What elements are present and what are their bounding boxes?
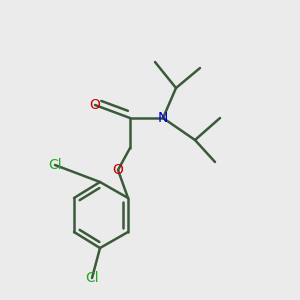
Text: N: N: [158, 111, 168, 125]
Text: Cl: Cl: [85, 271, 99, 285]
Text: O: O: [112, 163, 123, 177]
Text: Cl: Cl: [48, 158, 62, 172]
Text: O: O: [90, 98, 101, 112]
